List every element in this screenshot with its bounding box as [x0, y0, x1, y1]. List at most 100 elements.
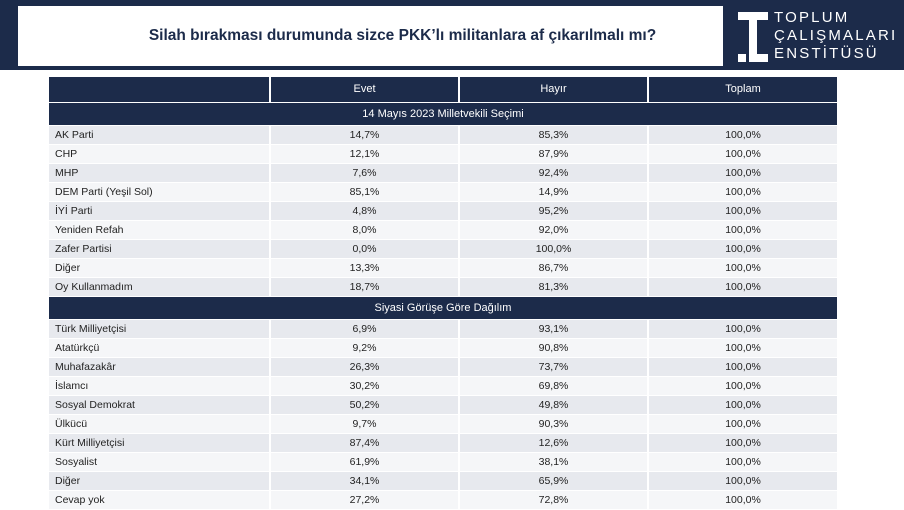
cell-value: 26,3% — [269, 357, 459, 377]
cell-value: 92,4% — [458, 163, 648, 183]
row-label: Sosyal Demokrat — [47, 395, 270, 415]
logo-line: ENSTİTÜSÜ — [774, 45, 879, 62]
row-label: Kürt Milliyetçisi — [47, 433, 270, 453]
row-label: Sosyalist — [47, 452, 270, 472]
cell-value: 13,3% — [269, 258, 459, 278]
cell-value: 100,0% — [647, 258, 837, 278]
cell-value: 0,0% — [269, 239, 459, 259]
cell-value: 100,0% — [458, 239, 648, 259]
cell-value: 49,8% — [458, 395, 648, 415]
cell-value: 14,7% — [269, 125, 459, 145]
table-row: Sosyal Demokrat 50,2% 49,8% 100,0% — [47, 395, 837, 415]
table-row: DEM Parti (Yeşil Sol) 85,1% 14,9% 100,0% — [47, 182, 837, 202]
row-label: Diğer — [47, 471, 270, 491]
cell-value: 100,0% — [647, 182, 837, 202]
table-body: 14 Mayıs 2023 Milletvekili Seçimi AK Part… — [47, 102, 837, 510]
table-row: MHP 7,6% 92,4% 100,0% — [47, 163, 837, 183]
cell-value: 69,8% — [458, 376, 648, 396]
logo-mark-icon — [738, 12, 768, 62]
cell-value: 100,0% — [647, 414, 837, 434]
table-row: İslamcı 30,2% 69,8% 100,0% — [47, 376, 837, 396]
row-label: Türk Milliyetçisi — [47, 319, 270, 339]
cell-value: 95,2% — [458, 201, 648, 221]
row-label: DEM Parti (Yeşil Sol) — [47, 182, 270, 202]
cell-value: 50,2% — [269, 395, 459, 415]
table-row: Sosyalist 61,9% 38,1% 100,0% — [47, 452, 837, 472]
cell-value: 30,2% — [269, 376, 459, 396]
cell-value: 9,2% — [269, 338, 459, 358]
cell-value: 100,0% — [647, 490, 837, 510]
cell-value: 100,0% — [647, 319, 837, 339]
table-row: Türk Milliyetçisi 6,9% 93,1% 100,0% — [47, 319, 837, 339]
cell-value: 34,1% — [269, 471, 459, 491]
table-row: Cevap yok 27,2% 72,8% 100,0% — [47, 490, 837, 510]
row-label: Yeniden Refah — [47, 220, 270, 240]
cell-value: 18,7% — [269, 277, 459, 297]
cell-value: 87,4% — [269, 433, 459, 453]
table-row: CHP 12,1% 87,9% 100,0% — [47, 144, 837, 164]
cell-value: 100,0% — [647, 220, 837, 240]
column-header: Toplam — [647, 77, 837, 103]
row-label: MHP — [47, 163, 270, 183]
cell-value: 4,8% — [269, 201, 459, 221]
table-row: Yeniden Refah 8,0% 92,0% 100,0% — [47, 220, 837, 240]
cell-value: 92,0% — [458, 220, 648, 240]
cell-value: 100,0% — [647, 395, 837, 415]
row-label: İYİ Parti — [47, 201, 270, 221]
cell-value: 86,7% — [458, 258, 648, 278]
cell-value: 85,1% — [269, 182, 459, 202]
cell-value: 8,0% — [269, 220, 459, 240]
cell-value: 90,8% — [458, 338, 648, 358]
cell-value: 100,0% — [647, 277, 837, 297]
title-box: Silah bırakması durumunda sizce PKK’lı m… — [18, 6, 723, 66]
cell-value: 100,0% — [647, 357, 837, 377]
table-row: İYİ Parti 4,8% 95,2% 100,0% — [47, 201, 837, 221]
cell-value: 100,0% — [647, 125, 837, 145]
cell-value: 87,9% — [458, 144, 648, 164]
row-label: AK Parti — [47, 125, 270, 145]
cell-value: 100,0% — [647, 338, 837, 358]
section-title: 14 Mayıs 2023 Milletvekili Seçimi — [47, 102, 837, 126]
row-label: Cevap yok — [47, 490, 270, 510]
row-label: Ülkücü — [47, 414, 270, 434]
table-row: Kürt Milliyetçisi 87,4% 12,6% 100,0% — [47, 433, 837, 453]
cell-value: 100,0% — [647, 163, 837, 183]
cell-value: 65,9% — [458, 471, 648, 491]
table-row: Diğer 34,1% 65,9% 100,0% — [47, 471, 837, 491]
institute-logo: TOPLUM ÇALIŞMALARI ENSTİTÜSÜ — [738, 8, 898, 64]
table-row: AK Parti 14,7% 85,3% 100,0% — [47, 125, 837, 145]
cell-value: 73,7% — [458, 357, 648, 377]
cell-value: 90,3% — [458, 414, 648, 434]
logo-text: TOPLUM ÇALIŞMALARI ENSTİTÜSÜ — [774, 9, 897, 63]
cell-value: 12,1% — [269, 144, 459, 164]
cell-value: 85,3% — [458, 125, 648, 145]
cell-value: 100,0% — [647, 239, 837, 259]
cell-value: 14,9% — [458, 182, 648, 202]
cell-value: 72,8% — [458, 490, 648, 510]
cell-value: 61,9% — [269, 452, 459, 472]
cell-value: 27,2% — [269, 490, 459, 510]
cell-value: 100,0% — [647, 433, 837, 453]
row-label: Oy Kullanmadım — [47, 277, 270, 297]
page-title: Silah bırakması durumunda sizce PKK’lı m… — [148, 27, 657, 44]
table-row: Atatürkçü 9,2% 90,8% 100,0% — [47, 338, 837, 358]
cell-value: 100,0% — [647, 144, 837, 164]
cell-value: 100,0% — [647, 201, 837, 221]
cell-value: 38,1% — [458, 452, 648, 472]
cell-value: 100,0% — [647, 471, 837, 491]
column-header: Hayır — [458, 77, 648, 103]
table-row: Oy Kullanmadım 18,7% 81,3% 100,0% — [47, 277, 837, 297]
section-header-row: Siyasi Görüşe Göre Dağılım — [47, 296, 837, 320]
cell-value: 6,9% — [269, 319, 459, 339]
cell-value: 7,6% — [269, 163, 459, 183]
table-row: Ülkücü 9,7% 90,3% 100,0% — [47, 414, 837, 434]
header-band: Silah bırakması durumunda sizce PKK’lı m… — [0, 0, 904, 70]
table-row: Muhafazakâr 26,3% 73,7% 100,0% — [47, 357, 837, 377]
table-header-row: Evet Hayır Toplam — [47, 77, 837, 103]
logo-line: TOPLUM — [774, 9, 850, 26]
column-header: Evet — [269, 77, 459, 103]
row-label: Zafer Partisi — [47, 239, 270, 259]
row-label: İslamcı — [47, 376, 270, 396]
results-table: Evet Hayır Toplam 14 Mayıs 2023 Milletve… — [47, 77, 837, 510]
row-label: Atatürkçü — [47, 338, 270, 358]
